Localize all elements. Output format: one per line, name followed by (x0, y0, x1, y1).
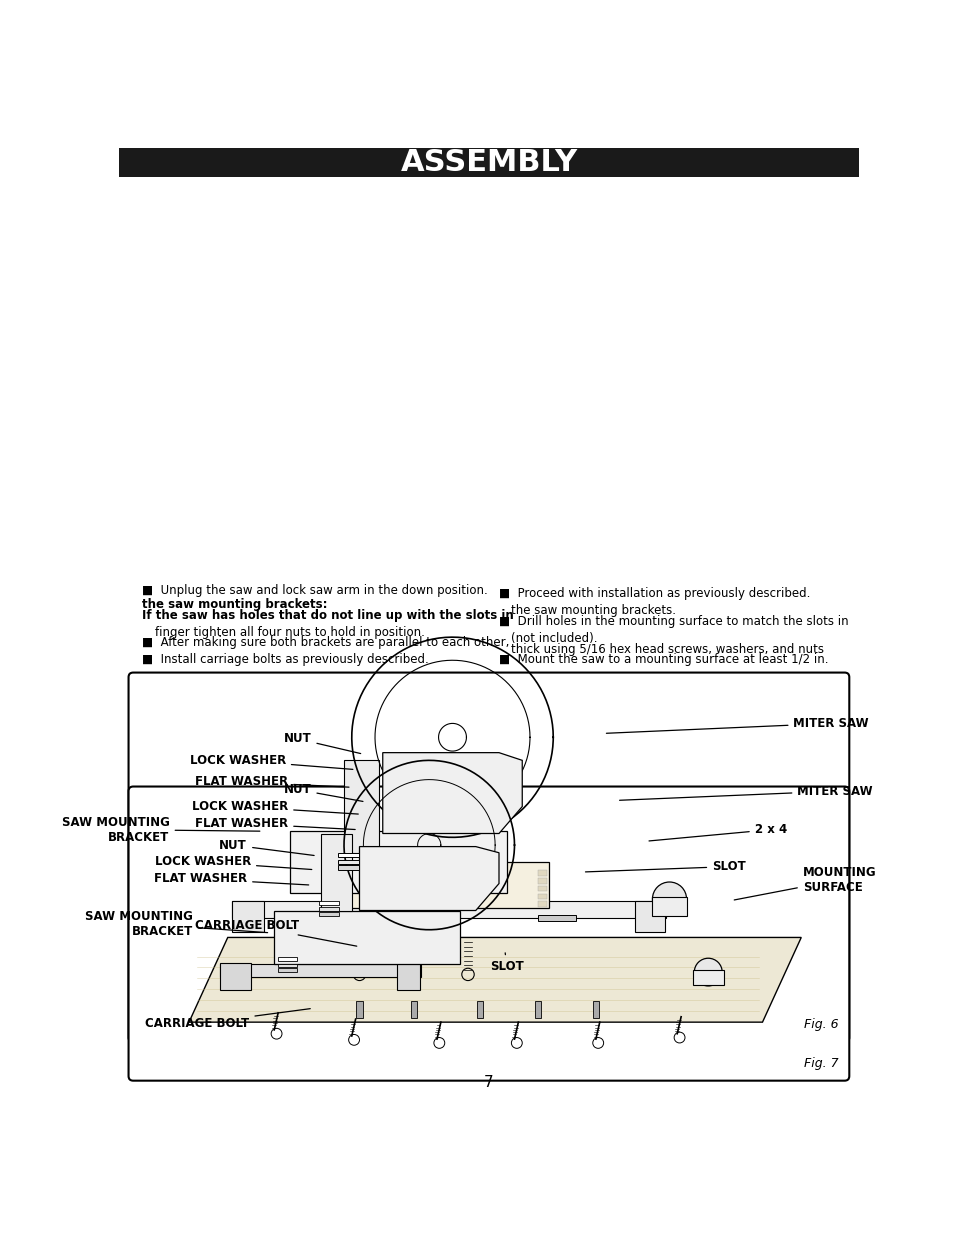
Bar (356, 1002, 362, 1019)
Bar (537, 894, 546, 899)
Text: MITER SAW: MITER SAW (618, 784, 872, 800)
Bar (592, 1002, 598, 1019)
Text: (not included).: (not included). (511, 632, 598, 645)
Text: FLAT WASHER: FLAT WASHER (194, 776, 349, 788)
Text: ■  Proceed with installation as previously described.: ■ Proceed with installation as previousl… (498, 587, 809, 600)
Polygon shape (189, 937, 801, 1023)
Text: FLAT WASHER: FLAT WASHER (194, 818, 355, 830)
Bar (652, 897, 686, 916)
Bar (337, 864, 359, 869)
Circle shape (694, 958, 721, 986)
Bar (537, 885, 546, 892)
Text: NUT: NUT (219, 839, 314, 856)
Text: SLOT: SLOT (489, 953, 523, 973)
Text: Fig. 6: Fig. 6 (803, 1019, 838, 1031)
Bar (278, 963, 297, 967)
Bar (278, 957, 297, 961)
Bar (537, 878, 546, 883)
Bar (534, 1002, 540, 1019)
Text: ■  Drill holes in the mounting surface to match the slots in: ■ Drill holes in the mounting surface to… (498, 615, 848, 627)
Bar (319, 902, 338, 905)
Bar (119, 147, 858, 177)
Bar (319, 911, 338, 916)
Bar (319, 908, 338, 910)
Text: LOCK WASHER: LOCK WASHER (154, 856, 312, 869)
Bar (220, 963, 251, 989)
Text: SAW MOUNTING
BRACKET: SAW MOUNTING BRACKET (85, 910, 268, 937)
Bar (278, 968, 297, 972)
FancyBboxPatch shape (129, 787, 848, 1081)
Text: finger tighten all four nuts to hold in position.: finger tighten all four nuts to hold in … (154, 626, 424, 638)
Text: ■  Unplug the saw and lock saw arm in the down position.: ■ Unplug the saw and lock saw arm in the… (142, 584, 488, 597)
Text: LOCK WASHER: LOCK WASHER (190, 753, 353, 769)
Polygon shape (382, 752, 521, 834)
Circle shape (652, 882, 686, 916)
Bar (320, 834, 352, 910)
Bar (337, 860, 359, 863)
Text: NUT: NUT (283, 783, 362, 802)
Text: SLOT: SLOT (585, 860, 745, 873)
Bar (476, 1002, 482, 1019)
Text: CARRIAGE BOLT: CARRIAGE BOLT (145, 1009, 310, 1030)
Bar (348, 862, 549, 908)
Polygon shape (359, 846, 498, 910)
Bar (396, 963, 419, 989)
Bar (537, 915, 576, 921)
Bar (537, 902, 546, 906)
Text: the saw mounting brackets.: the saw mounting brackets. (511, 604, 676, 618)
Bar (635, 902, 664, 932)
Text: NUT: NUT (283, 732, 360, 753)
Text: 2 x 4: 2 x 4 (648, 824, 786, 841)
Text: ■  Mount the saw to a mounting surface at least 1/2 in.: ■ Mount the saw to a mounting surface at… (498, 653, 827, 667)
Bar (537, 871, 546, 876)
Bar (692, 969, 723, 986)
Text: MITER SAW: MITER SAW (606, 716, 868, 734)
Text: the saw mounting brackets:: the saw mounting brackets: (142, 598, 328, 611)
Bar (274, 910, 459, 965)
Text: MOUNTING
SURFACE: MOUNTING SURFACE (734, 866, 876, 900)
Text: thick using 5/16 hex head screws, washers, and nuts: thick using 5/16 hex head screws, washer… (511, 642, 823, 656)
FancyBboxPatch shape (129, 673, 848, 1042)
Text: 7: 7 (483, 1074, 494, 1091)
Text: ■  After making sure both brackets are parallel to each other,: ■ After making sure both brackets are pa… (142, 636, 509, 650)
Bar (410, 1002, 416, 1019)
Text: Fig. 7: Fig. 7 (803, 1057, 838, 1070)
Bar (344, 761, 378, 852)
Text: LOCK WASHER: LOCK WASHER (192, 800, 358, 814)
Text: CARRIAGE BOLT: CARRIAGE BOLT (194, 919, 356, 946)
Text: ■  Install carriage bolts as previously described.: ■ Install carriage bolts as previously d… (142, 653, 429, 667)
Text: ASSEMBLY: ASSEMBLY (400, 147, 577, 177)
Text: SAW MOUNTING
BRACKET: SAW MOUNTING BRACKET (62, 815, 259, 844)
Bar (220, 963, 421, 977)
Text: If the saw has holes that do not line up with the slots in: If the saw has holes that do not line up… (142, 609, 514, 621)
Bar (232, 902, 665, 918)
Text: FLAT WASHER: FLAT WASHER (153, 872, 309, 885)
Bar (290, 831, 506, 893)
Bar (337, 852, 359, 857)
Bar (232, 902, 264, 932)
